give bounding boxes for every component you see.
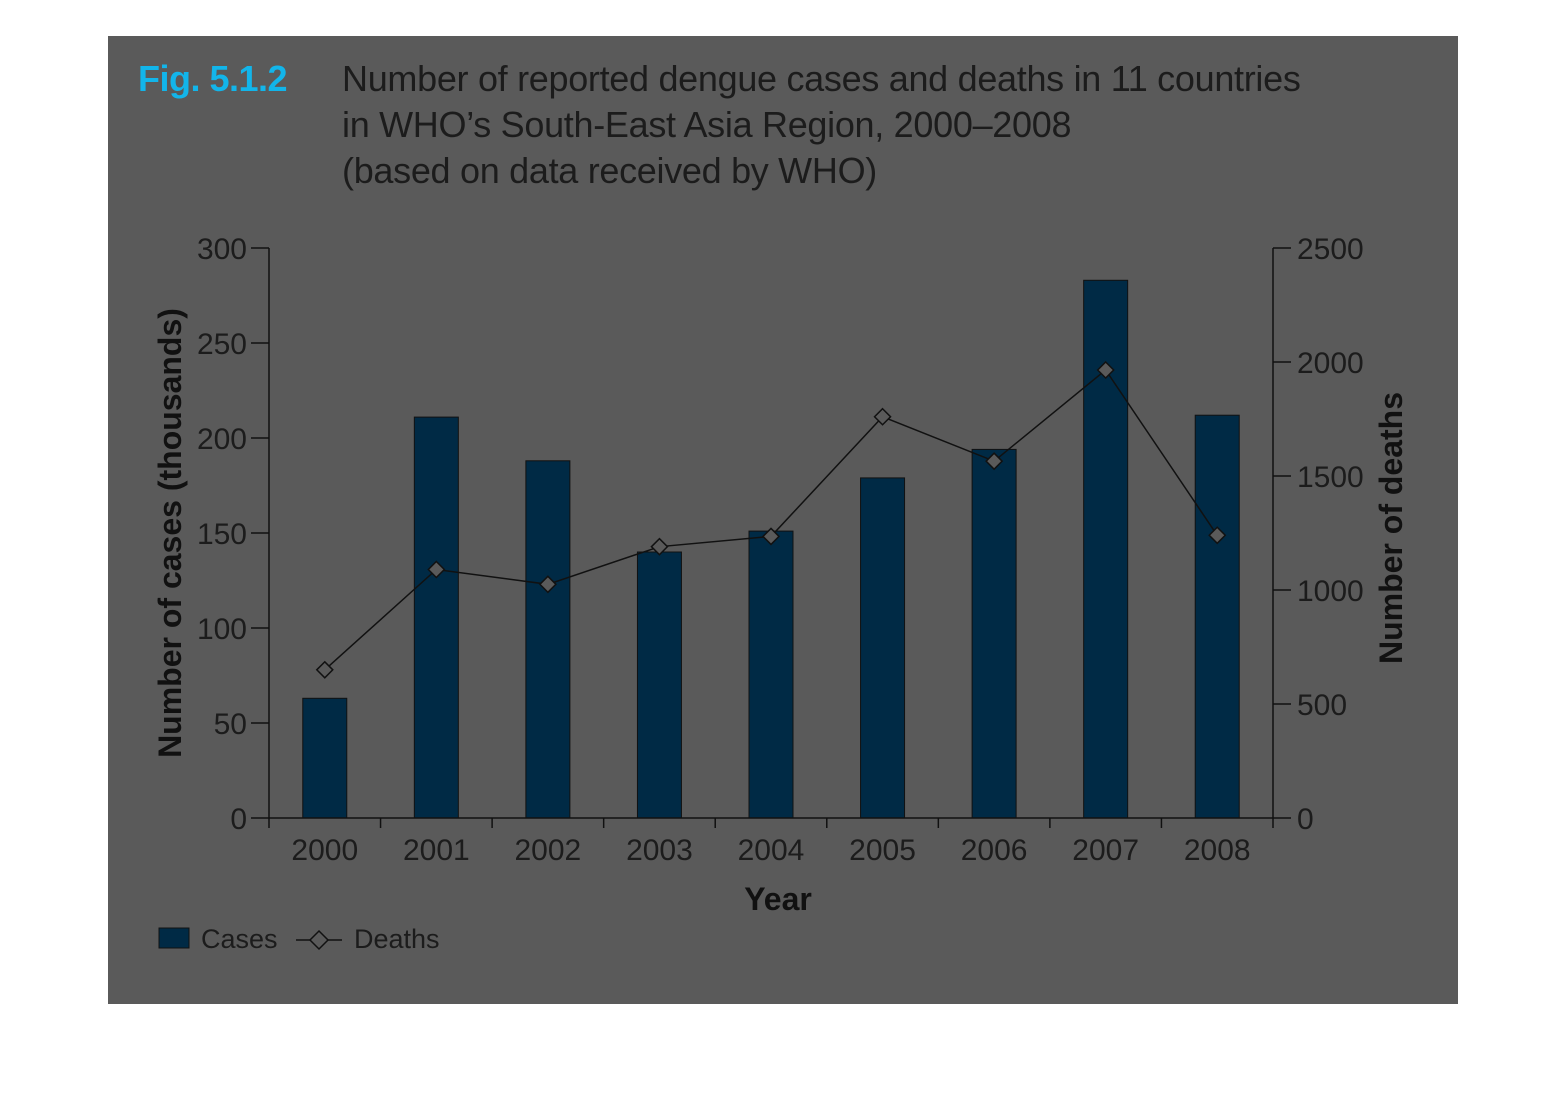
x-tick-label-2008: 2008 bbox=[1184, 834, 1251, 867]
right-tick-label-1000: 1000 bbox=[1297, 575, 1364, 608]
x-tick-label-2004: 2004 bbox=[738, 834, 805, 867]
x-tick-label-2006: 2006 bbox=[961, 834, 1028, 867]
deaths-marker-2001 bbox=[427, 560, 446, 579]
left-tick-label-100: 100 bbox=[197, 613, 247, 646]
deaths-marker-2007 bbox=[1096, 360, 1115, 380]
right-y-axis-title: Number of deaths bbox=[1373, 392, 1409, 664]
x-tick-label-2000: 2000 bbox=[291, 834, 358, 867]
chart-title-line-2: in WHO’s South-East Asia Region, 2000–20… bbox=[342, 104, 1072, 145]
bar-cases-2002 bbox=[525, 460, 571, 819]
x-ticks: 2000 2001 2002 2003 2004 2005 2006 2007 2008 bbox=[268, 818, 1274, 867]
right-tick-label-0: 0 bbox=[1297, 803, 1314, 836]
bar-cases-2006 bbox=[971, 448, 1017, 819]
deaths-line-layer bbox=[315, 360, 1227, 679]
chart-title-line-3: (based on data received by WHO) bbox=[342, 150, 877, 191]
left-tick-label-0: 0 bbox=[230, 803, 247, 836]
left-tick-label-50: 50 bbox=[214, 708, 247, 741]
x-axis-title: Year bbox=[744, 881, 812, 917]
x-tick-label-2005: 2005 bbox=[849, 834, 916, 867]
right-tick-label-2500: 2500 bbox=[1297, 233, 1364, 266]
legend-cases-label: Cases bbox=[201, 924, 278, 954]
left-tick-label-300: 300 bbox=[197, 233, 247, 266]
left-tick-label-200: 200 bbox=[197, 423, 247, 456]
legend-cases-swatch bbox=[158, 927, 190, 949]
deaths-marker-2000 bbox=[315, 660, 334, 679]
left-tick-label-150: 150 bbox=[197, 518, 247, 551]
figure-number: Fig. 5.1.2 bbox=[138, 58, 288, 99]
bar-cases-2008 bbox=[1194, 414, 1240, 819]
left-y-axis-title: Number of cases (thousands) bbox=[152, 308, 188, 758]
deaths-marker-2003 bbox=[650, 537, 669, 556]
x-tick-label-2002: 2002 bbox=[515, 834, 582, 867]
right-tick-label-500: 500 bbox=[1297, 689, 1347, 722]
legend: Cases Deaths bbox=[158, 924, 440, 954]
legend-deaths-marker bbox=[308, 929, 330, 951]
bar-cases-2004 bbox=[748, 530, 794, 819]
bar-cases-2005 bbox=[860, 477, 906, 819]
right-tick-label-2000: 2000 bbox=[1297, 347, 1364, 380]
x-tick-label-2003: 2003 bbox=[626, 834, 693, 867]
deaths-marker-2002 bbox=[538, 575, 557, 594]
chart-title-line-1: Number of reported dengue cases and deat… bbox=[342, 58, 1301, 99]
right-y-ticks: 0 500 1000 1500 2000 2500 bbox=[1273, 233, 1364, 836]
deaths-marker-2005 bbox=[873, 407, 892, 426]
legend-deaths-label: Deaths bbox=[354, 924, 440, 954]
left-tick-label-250: 250 bbox=[197, 328, 247, 361]
bar-cases-2000 bbox=[302, 697, 348, 819]
bar-cases-2001 bbox=[413, 416, 459, 819]
bars-layer bbox=[302, 279, 1240, 819]
deaths-marker-2006 bbox=[985, 452, 1004, 471]
deaths-marker-2008 bbox=[1208, 526, 1227, 545]
x-tick-label-2001: 2001 bbox=[403, 834, 470, 867]
right-tick-label-1500: 1500 bbox=[1297, 461, 1364, 494]
x-tick-label-2007: 2007 bbox=[1072, 834, 1139, 867]
bar-cases-2003 bbox=[636, 551, 682, 819]
deaths-marker-2004 bbox=[761, 527, 781, 546]
left-y-ticks: 0 50 100 150 200 250 300 bbox=[197, 233, 269, 836]
